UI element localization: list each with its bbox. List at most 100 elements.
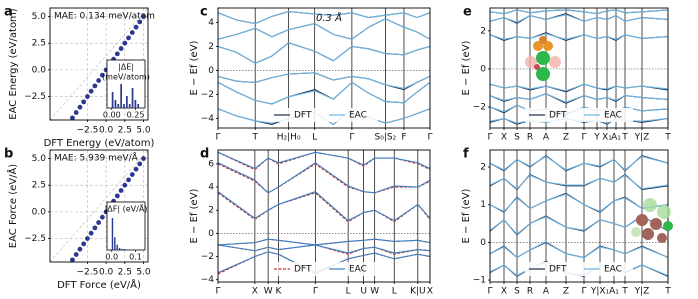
panel-letter: a (4, 5, 13, 20)
legend-label: EAC (349, 111, 367, 121)
point (133, 24, 139, 30)
y-tick-label: 2 (480, 26, 486, 36)
y-tick-label: −2.5 (24, 92, 46, 102)
point (81, 99, 87, 105)
atom (533, 41, 543, 51)
point (77, 104, 83, 110)
y-tick-label: −1 (473, 276, 486, 286)
band-line (490, 93, 668, 103)
atom (657, 205, 671, 219)
x-tick-label: L (392, 287, 397, 297)
x-tick-label: Y|X₁ (590, 287, 610, 297)
legend-label: DFT (294, 111, 312, 121)
band-line (490, 241, 668, 259)
x-tick-label: R (527, 133, 533, 143)
atom (536, 67, 550, 81)
y-axis-label: E − Ef (eV) (189, 40, 200, 95)
point (92, 225, 98, 231)
x-tick-label: Y|Z (634, 133, 650, 143)
x-tick-label: T (664, 133, 671, 143)
x-tick-label: A₁ (609, 287, 619, 297)
point (129, 172, 135, 177)
band-line (490, 216, 668, 235)
y-tick-label: 4 (208, 18, 214, 28)
axes-frame (217, 149, 431, 283)
point (133, 166, 139, 172)
x-tick-label: H₂|H₀ (277, 133, 301, 143)
point (129, 30, 135, 35)
point (141, 14, 146, 19)
point (114, 51, 120, 57)
x-tick-label: T (664, 287, 671, 297)
axes-frame (49, 149, 149, 263)
inset-bar (114, 237, 116, 250)
x-tick-label: Γ (487, 287, 492, 297)
y-tick-label: 2 (208, 42, 214, 52)
y-tick-label: 0.0 (32, 207, 47, 217)
plot-area (490, 8, 668, 128)
y-tick-label: 0 (208, 229, 214, 239)
band-line (218, 238, 430, 246)
inset-tick-label: 0.00 (103, 111, 121, 120)
axes-frame (217, 7, 431, 129)
inset-tick-label: 0.1 (129, 253, 142, 262)
y-axis-label: E − Ef (eV) (189, 188, 200, 243)
atom (642, 228, 654, 240)
x-tick-label: Y (593, 133, 600, 143)
x-tick-label: K (276, 287, 283, 297)
band-line (218, 81, 430, 105)
inset-bar (120, 84, 123, 108)
point (73, 110, 79, 115)
axes-frame (489, 7, 669, 129)
inset-bar (114, 100, 117, 108)
point (122, 182, 128, 188)
y-tick-label: 0 (480, 64, 486, 74)
legend-label: EAC (349, 265, 367, 275)
band-line (218, 72, 430, 89)
band-line (490, 174, 668, 190)
y-tick-label: −2 (473, 103, 486, 113)
point (118, 188, 124, 193)
x-tick-label: A (543, 133, 550, 143)
y-axis-label: EAC Force (eV/Å) (6, 164, 19, 248)
panel-letter: f (463, 147, 469, 162)
point (88, 230, 94, 236)
point (92, 83, 98, 89)
annotation: MAE: 5.939 meV/Å (54, 152, 139, 164)
y-tick-label: 0 (208, 66, 214, 76)
y-tick-label: 4 (208, 183, 214, 193)
inset-bar (118, 247, 121, 250)
band-line (218, 244, 430, 254)
x-tick-label: T (621, 133, 628, 143)
plot-area (490, 150, 668, 282)
legend-label: EAC (604, 265, 622, 275)
inset-label: (meV/atom) (102, 73, 150, 82)
x-tick-label: 2.5 (118, 268, 132, 278)
point (96, 78, 102, 83)
legend-box (270, 262, 378, 276)
annotation: 0.3 Å (316, 11, 342, 24)
atom (549, 56, 561, 68)
band-line (218, 18, 430, 40)
legend-label: DFT (549, 111, 567, 121)
x-tick-label: Γ (349, 133, 354, 143)
x-tick-label: U (360, 287, 367, 297)
legend-label: EAC (604, 111, 622, 121)
atom (643, 198, 657, 212)
atom (543, 41, 553, 51)
band-line (218, 251, 430, 274)
inset-tick-label: 0.25 (127, 111, 145, 120)
annotation: MAE: 0.134 meV/atom (54, 12, 155, 22)
x-tick-label: S₀|S₂ (375, 133, 397, 143)
point (99, 72, 105, 78)
x-tick-label: 5.0 (136, 126, 151, 136)
x-tick-label: W (264, 287, 273, 297)
plot-area (218, 150, 430, 282)
point (96, 220, 102, 225)
x-tick-label: Z (563, 133, 569, 143)
inset-bar (134, 100, 137, 108)
point (137, 161, 143, 167)
atom (657, 233, 667, 243)
y-tick-label: 5.0 (32, 12, 47, 22)
